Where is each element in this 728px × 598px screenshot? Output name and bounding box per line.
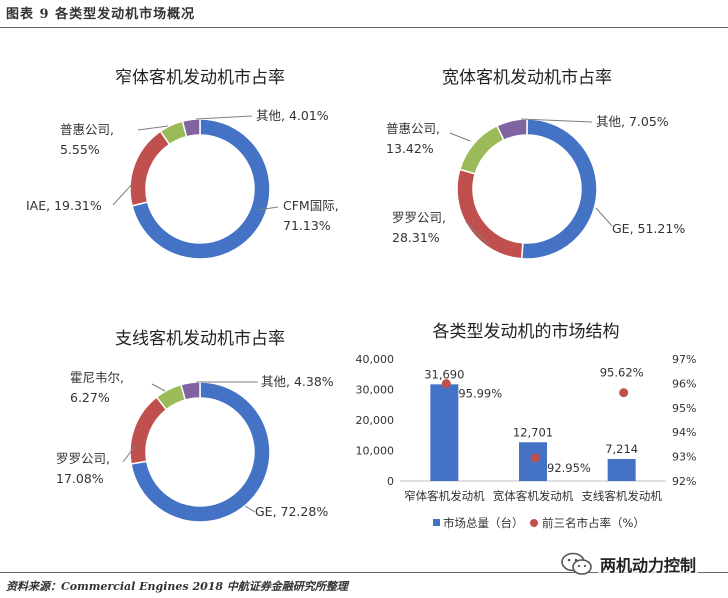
slice-label: 罗罗公司,	[56, 451, 110, 466]
leader-line	[244, 505, 256, 513]
bar	[430, 384, 459, 481]
slice-label: 普惠公司,	[60, 122, 114, 137]
donut-slice	[131, 118, 271, 260]
leader-line	[449, 132, 471, 142]
donut-title: 宽体客机发动机市占率	[442, 68, 612, 88]
slice-label: 其他, 4.38%	[261, 374, 334, 389]
y-tick-label: 20,000	[356, 414, 395, 427]
share-value-label: 95.62%	[600, 366, 644, 380]
leader-line	[151, 383, 166, 392]
slice-label: 17.08%	[56, 471, 104, 486]
y-tick-label: 40,000	[356, 353, 395, 366]
y-tick-label: 30,000	[356, 384, 395, 397]
share-point	[530, 453, 540, 463]
share-value-label: 95.99%	[458, 387, 502, 401]
bar-chart-title: 各类型发动机的市场结构	[433, 322, 620, 342]
slice-label: 71.13%	[283, 218, 331, 233]
slice-label: IAE, 19.31%	[26, 198, 102, 213]
leader-line	[122, 445, 136, 463]
y2-tick-label: 94%	[672, 426, 696, 439]
legend-swatch-bar	[433, 519, 440, 526]
y2-tick-label: 95%	[672, 402, 696, 415]
slice-label: 普惠公司,	[386, 121, 440, 136]
x-tick-label: 支线客机发动机	[581, 489, 662, 503]
leader-line	[257, 206, 279, 211]
figure-title: 图表 9 各类型发动机市场概况	[6, 7, 196, 22]
donut-title: 支线客机发动机市占率	[115, 329, 285, 349]
leader-line	[520, 118, 593, 123]
leader-line	[195, 115, 253, 120]
bar	[607, 458, 636, 481]
slice-label: 5.55%	[60, 142, 100, 157]
top-divider	[0, 27, 728, 28]
slice-label: GE, 51.21%	[612, 221, 685, 236]
watermark-text: 两机动力控制	[598, 552, 699, 576]
leader-line	[465, 221, 489, 245]
slice-label: 6.27%	[70, 390, 110, 405]
leader-line	[595, 207, 613, 227]
slice-label: 罗罗公司,	[392, 210, 446, 225]
leader-line	[112, 182, 134, 206]
source-note: 资料来源：Commercial Engines 2018 中航证券金融研究所整理	[6, 580, 348, 593]
bar-value-label: 12,701	[513, 425, 553, 439]
legend-label: 前三名市占率（%）	[542, 516, 645, 530]
bar-value-label: 7,214	[605, 442, 638, 456]
x-tick-label: 窄体客机发动机	[404, 489, 485, 503]
x-tick-label: 宽体客机发动机	[493, 489, 574, 503]
slice-label: 其他, 4.01%	[256, 108, 329, 123]
wechat-icon	[561, 552, 592, 575]
donut-slice	[181, 118, 201, 138]
y-tick-label: 0	[387, 475, 394, 488]
watermark: 两机动力控制	[560, 552, 724, 578]
y2-tick-label: 92%	[672, 475, 696, 488]
slice-label: 霍尼韦尔,	[70, 370, 124, 385]
donut-slice	[129, 130, 171, 207]
donut-slice	[495, 118, 528, 142]
donut-slice	[520, 118, 598, 260]
share-value-label: 92.95%	[547, 461, 591, 475]
slice-label: GE, 72.28%	[255, 504, 328, 519]
donut-slice	[129, 396, 168, 465]
bar-value-label: 31,690	[424, 367, 464, 381]
slice-label: 13.42%	[386, 141, 434, 156]
donut-slice	[130, 381, 271, 523]
donut-slice	[458, 124, 505, 175]
legend-swatch-point	[530, 519, 538, 527]
slice-label: 其他, 7.05%	[596, 114, 669, 129]
legend-label: 市场总量（台）	[443, 516, 524, 530]
y-tick-label: 10,000	[356, 445, 395, 458]
y2-tick-label: 93%	[672, 451, 696, 464]
bottom-divider	[0, 572, 728, 573]
donut-slice	[456, 168, 524, 260]
share-point	[619, 388, 629, 398]
slice-label: 28.31%	[392, 230, 440, 245]
y2-tick-label: 96%	[672, 377, 696, 390]
leader-line	[137, 125, 169, 131]
donut-slice	[180, 381, 201, 401]
share-point	[441, 379, 451, 389]
slice-label: CFM国际,	[283, 198, 339, 213]
donut-title: 窄体客机发动机市占率	[115, 68, 285, 88]
y2-tick-label: 97%	[672, 353, 696, 366]
